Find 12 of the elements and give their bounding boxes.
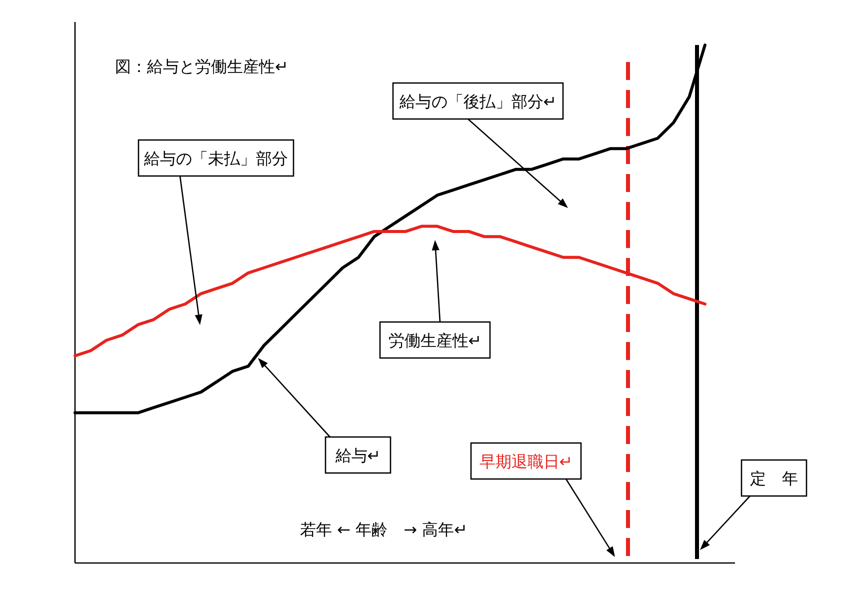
x-axis-title: 若年 ← 年齢 → 高年↵ — [300, 520, 468, 539]
note-box: 給与↵ — [324, 436, 392, 474]
note-box: 給与の「未払」部分 — [138, 139, 294, 177]
text: 図：給与と労働生産性↵ — [115, 57, 288, 76]
note-box: 給与の「後払」部分↵ — [392, 82, 564, 120]
annotation: 給与の「後払」部分↵ — [398, 92, 557, 111]
annotation: 給与の「未払」部分 — [143, 149, 288, 168]
annotation: 給与↵ — [334, 446, 381, 465]
label-box: 定 年 — [740, 459, 808, 497]
annotation: 労働生産性↵ — [388, 331, 482, 350]
label-box: 早期退職日↵ — [470, 442, 582, 480]
note-box: 労働生産性↵ — [379, 321, 491, 359]
